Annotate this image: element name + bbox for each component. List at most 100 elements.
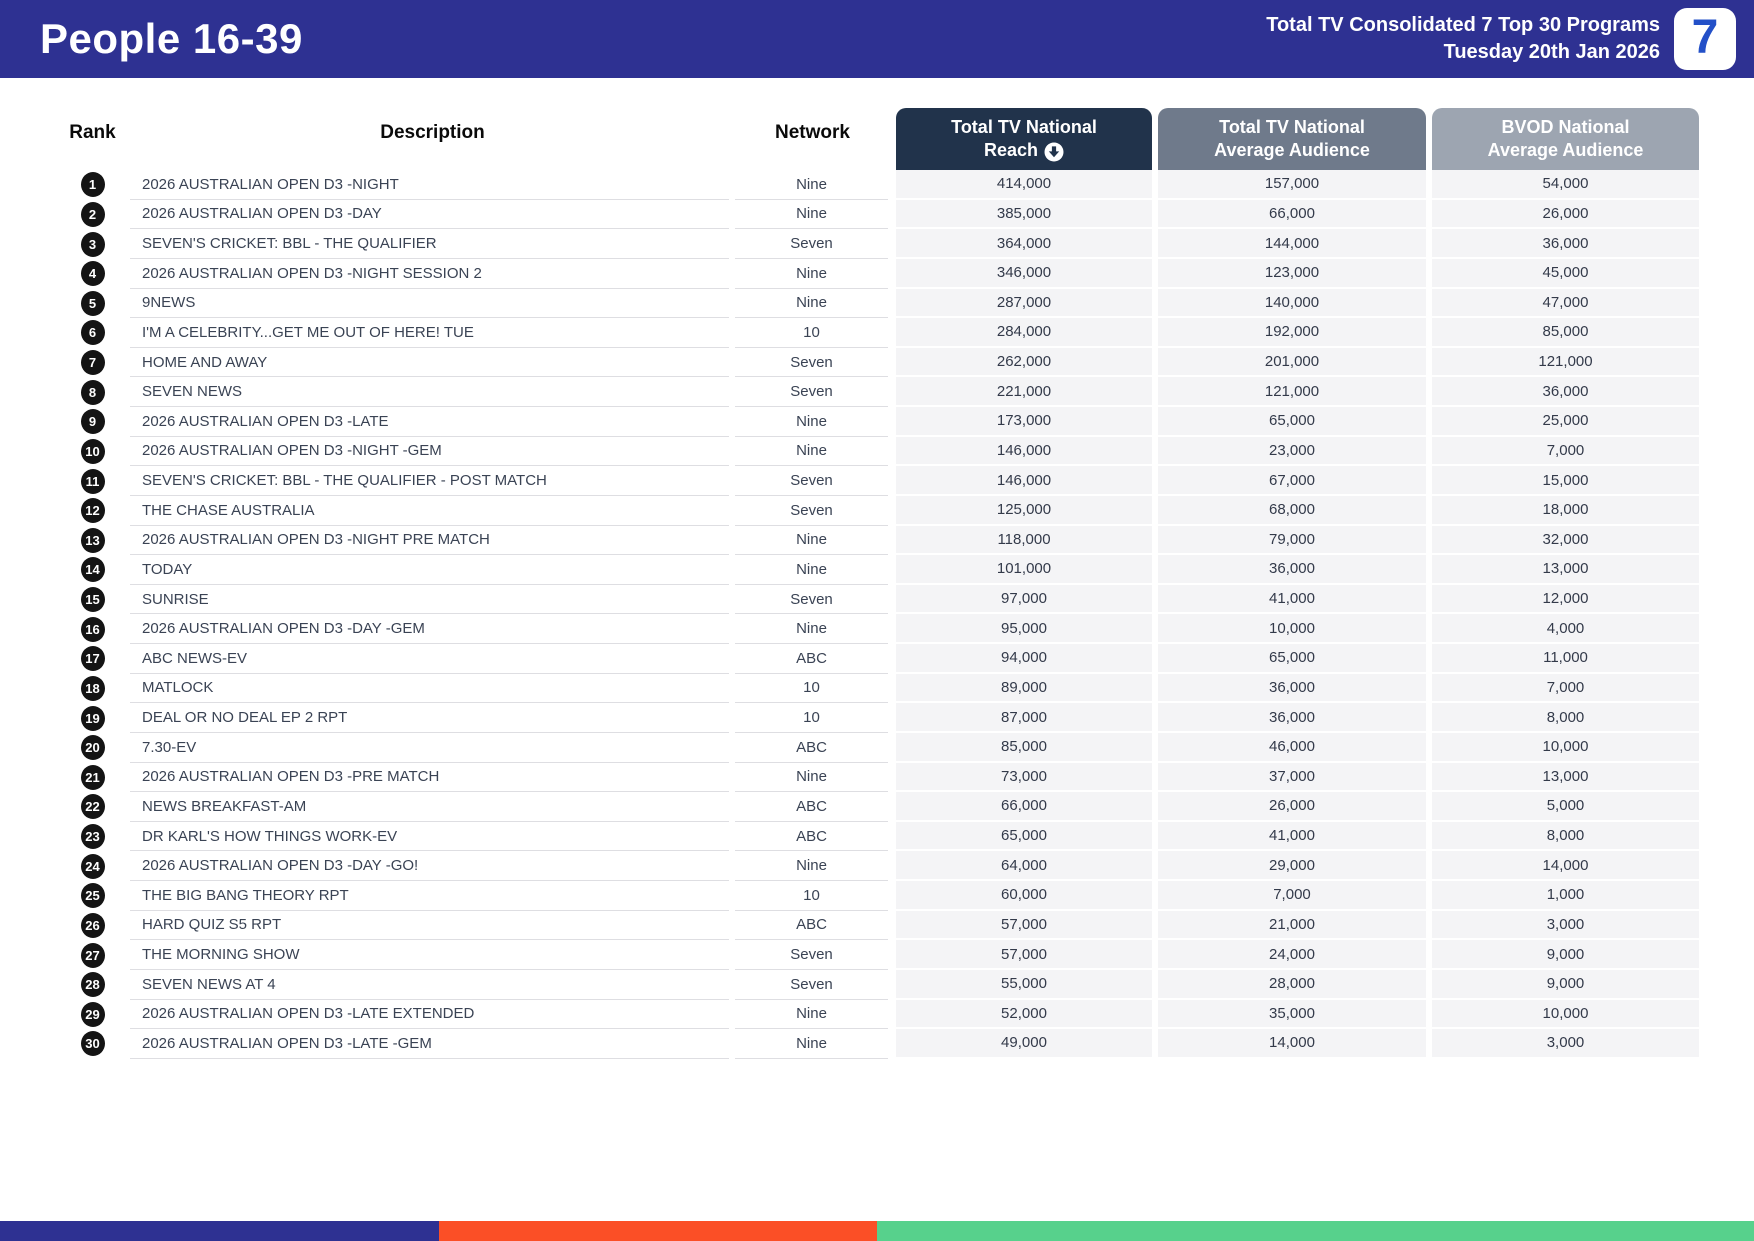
rank-cell: 27 (55, 940, 130, 970)
column-header-bvod-avg-audience: BVOD National Average Audience (1432, 108, 1699, 170)
table-row: 2 2026 AUSTRALIAN OPEN D3 -DAY Nine 385,000… (55, 199, 1707, 230)
network-cell: Nine (735, 289, 888, 319)
description-cell: MATLOCK (130, 674, 729, 704)
rank-cell: 2 (55, 200, 130, 230)
reach-cell: 57,000 (896, 910, 1152, 941)
rank-cell: 25 (55, 881, 130, 911)
reach-cell: 60,000 (896, 881, 1152, 911)
rank-cell: 30 (55, 1029, 130, 1059)
reach-cell: 73,000 (896, 762, 1152, 793)
avg-audience-cell: 144,000 (1158, 229, 1426, 259)
reach-cell: 385,000 (896, 199, 1152, 230)
rank-cell: 17 (55, 644, 130, 674)
seven-network-logo: 7 (1674, 8, 1736, 70)
top30-table: Rank Description Network Total TV Nation… (55, 95, 1707, 1059)
rank-badge: 3 (80, 231, 105, 257)
rank-badge: 4 (80, 261, 105, 287)
rank-badge: 19 (80, 705, 105, 731)
bvod-audience-cell: 10,000 (1432, 999, 1699, 1030)
table-row: 7 HOME AND AWAY Seven 262,000 201,000 121,000 (55, 347, 1707, 378)
avg-audience-cell: 21,000 (1158, 910, 1426, 941)
rank-cell: 10 (55, 437, 130, 467)
rank-cell: 24 (55, 851, 130, 881)
description-cell: ABC NEWS-EV (130, 644, 729, 674)
table-row: 28 SEVEN NEWS AT 4 Seven 55,000 28,000 9,000 (55, 969, 1707, 1000)
rank-cell: 15 (55, 585, 130, 615)
description-cell: 2026 AUSTRALIAN OPEN D3 -LATE EXTENDED (130, 1000, 729, 1030)
description-cell: I'M A CELEBRITY...GET ME OUT OF HERE! TU… (130, 318, 729, 348)
network-cell: Nine (735, 851, 888, 881)
network-cell: Seven (735, 940, 888, 970)
reach-cell: 364,000 (896, 229, 1152, 259)
title-bar-right: Total TV Consolidated 7 Top 30 Programs … (1266, 8, 1736, 70)
column-header-description: Description (380, 121, 485, 143)
avg-audience-cell: 65,000 (1158, 644, 1426, 674)
rank-cell: 18 (55, 674, 130, 704)
reach-cell: 287,000 (896, 288, 1152, 319)
reach-cell: 173,000 (896, 407, 1152, 437)
avg-audience-cell: 201,000 (1158, 347, 1426, 378)
rank-cell: 13 (55, 526, 130, 556)
bvod-audience-cell: 18,000 (1432, 495, 1699, 526)
network-cell: Nine (735, 1029, 888, 1059)
network-cell: Seven (735, 496, 888, 526)
column-header-network: Network (775, 121, 850, 143)
rank-cell: 6 (55, 318, 130, 348)
rank-cell: 22 (55, 792, 130, 822)
rank-badge: 18 (80, 675, 105, 701)
description-cell: 2026 AUSTRALIAN OPEN D3 -NIGHT PRE MATCH (130, 526, 729, 556)
network-cell: 10 (735, 703, 888, 733)
description-cell: 2026 AUSTRALIAN OPEN D3 -NIGHT -GEM (130, 437, 729, 467)
description-cell: THE CHASE AUSTRALIA (130, 496, 729, 526)
rank-badge: 22 (80, 794, 105, 820)
column-header-rank: Rank (69, 121, 116, 143)
table-row: 24 2026 AUSTRALIAN OPEN D3 -DAY -GO! Nine 6… (55, 851, 1707, 881)
bvod-audience-cell: 12,000 (1432, 584, 1699, 615)
avg-audience-cell: 79,000 (1158, 525, 1426, 556)
avg-audience-cell: 23,000 (1158, 436, 1426, 467)
rank-cell: 29 (55, 1000, 130, 1030)
rank-cell: 7 (55, 348, 130, 378)
table-row: 26 HARD QUIZ S5 RPT ABC 57,000 21,000 3,000 (55, 910, 1707, 941)
network-cell: Nine (735, 407, 888, 437)
rank-badge: 14 (80, 557, 105, 583)
table-row: 23 DR KARL'S HOW THINGS WORK-EV ABC 65,000 4… (55, 821, 1707, 852)
table-row: 29 2026 AUSTRALIAN OPEN D3 -LATE EXTENDED… (55, 999, 1707, 1030)
avg-header-line1: Total TV National (1219, 116, 1365, 137)
report-subtitle-line1: Total TV Consolidated 7 Top 30 Programs (1266, 14, 1660, 36)
reach-cell: 97,000 (896, 584, 1152, 615)
reach-cell: 89,000 (896, 673, 1152, 704)
rank-badge: 11 (80, 468, 105, 494)
description-cell: 7.30-EV (130, 733, 729, 763)
rank-cell: 8 (55, 377, 130, 407)
bvod-audience-cell: 32,000 (1432, 525, 1699, 556)
rank-cell: 23 (55, 822, 130, 852)
bvod-audience-cell: 13,000 (1432, 555, 1699, 585)
bvod-audience-cell: 11,000 (1432, 644, 1699, 674)
reach-cell: 85,000 (896, 732, 1152, 763)
description-cell: SUNRISE (130, 585, 729, 615)
description-cell: 2026 AUSTRALIAN OPEN D3 -LATE -GEM (130, 1029, 729, 1059)
rank-cell: 5 (55, 289, 130, 319)
reach-cell: 101,000 (896, 555, 1152, 585)
rank-badge: 24 (80, 853, 105, 879)
bvod-audience-cell: 5,000 (1432, 792, 1699, 822)
avg-header-line2: Average Audience (1214, 140, 1370, 160)
network-cell: Nine (735, 763, 888, 793)
avg-audience-cell: 24,000 (1158, 940, 1426, 970)
column-header-total-tv-reach[interactable]: Total TV National Reach (896, 108, 1152, 170)
report-subtitle: Total TV Consolidated 7 Top 30 Programs … (1266, 12, 1660, 66)
seven-logo-glyph: 7 (1691, 10, 1719, 64)
reach-cell: 221,000 (896, 377, 1152, 407)
rank-badge: 15 (80, 587, 105, 613)
bvod-audience-cell: 3,000 (1432, 910, 1699, 941)
rank-badge: 7 (80, 350, 105, 376)
bvod-audience-cell: 26,000 (1432, 199, 1699, 230)
reach-cell: 55,000 (896, 969, 1152, 1000)
reach-cell: 118,000 (896, 525, 1152, 556)
description-cell: 9NEWS (130, 289, 729, 319)
description-cell: 2026 AUSTRALIAN OPEN D3 -PRE MATCH (130, 763, 729, 793)
network-cell: Nine (735, 614, 888, 644)
rank-cell: 26 (55, 911, 130, 941)
description-cell: SEVEN'S CRICKET: BBL - THE QUALIFIER - P… (130, 466, 729, 496)
